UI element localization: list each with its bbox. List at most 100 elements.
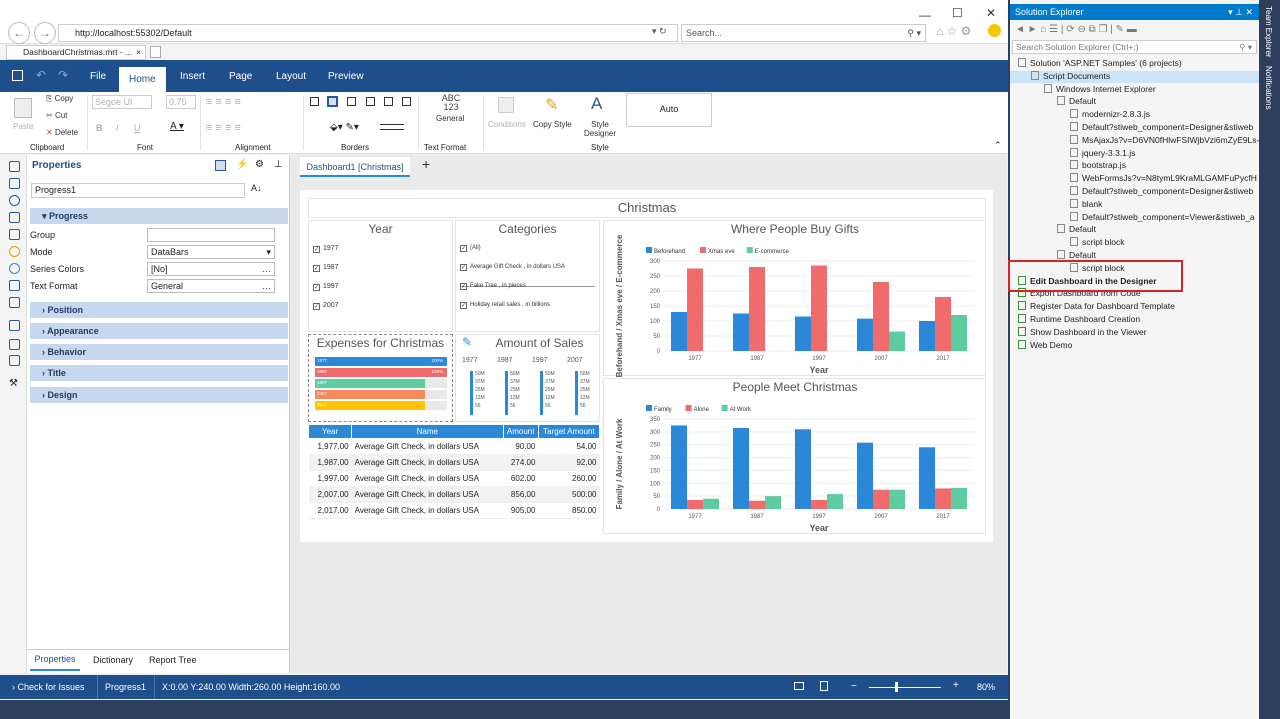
gauge-icon[interactable] (9, 195, 20, 206)
chart-bar[interactable] (733, 313, 749, 352)
zoom-slider-thumb[interactable] (895, 682, 898, 692)
chart-bar[interactable] (703, 498, 719, 509)
section-appearance[interactable]: › Appearance (30, 323, 288, 339)
tree-item[interactable]: MsAjaxJs?v=D6VN0fHlwFSIWjbVzi6mZyE9Ls-4 (1070, 134, 1264, 145)
italic-button[interactable]: I (116, 123, 119, 133)
where-people-buy-gifts-panel[interactable]: Where People Buy Gifts Beforehand Xmas eve… (603, 220, 986, 377)
tree-item[interactable]: Default?stiweb_component=Designer&stiweb (1070, 122, 1253, 132)
tree-item[interactable]: WebFormsJs?v=N8tymL9KraMLGAMFuPycfH (1070, 173, 1257, 183)
table-row[interactable]: 1,997.00 Average Gift Check, in dollars U… (308, 470, 600, 487)
properties-view-icon[interactable] (215, 160, 226, 171)
save-icon[interactable] (12, 70, 23, 81)
component-select[interactable]: Progress1 (31, 183, 245, 198)
tree-item[interactable]: script block (1070, 237, 1125, 247)
tab-report-tree[interactable]: Report Tree (149, 655, 197, 665)
underline-button[interactable]: U (134, 123, 141, 133)
tab-home[interactable]: Home (119, 67, 166, 92)
table-row[interactable]: 1,977.00 Average Gift Check, in dollars U… (308, 438, 600, 455)
delete-button[interactable]: ✕ Delete (46, 128, 79, 137)
progress-icon[interactable] (9, 246, 20, 257)
tree-item[interactable]: Show Dashboard in the Viewer (1018, 326, 1147, 337)
people-meet-christmas-panel[interactable]: People Meet Christmas Family Alone At Work 3… (603, 378, 986, 534)
table-header[interactable]: Name (351, 424, 504, 439)
dashboard-tab[interactable]: Dashboard1 [Christmas] (300, 157, 410, 177)
browser-tab[interactable]: DashboardChristmas.mrt - ... × (6, 45, 146, 60)
tab-insert[interactable]: Insert (180, 71, 206, 82)
chart-bar[interactable] (827, 494, 843, 509)
chart-bar[interactable] (857, 442, 873, 509)
fill-color-icon[interactable]: ⬙▾ ✎▾ (330, 122, 359, 133)
font-color-button[interactable]: A ▾ (170, 121, 184, 132)
tree-item[interactable]: Web Demo (1018, 339, 1072, 350)
chart-bar[interactable] (951, 315, 967, 351)
collapse-ribbon-icon[interactable]: ⌃ (994, 140, 1002, 150)
table-row[interactable]: 2,007.00 Average Gift Check, in dollars U… (308, 486, 600, 503)
tab-dictionary[interactable]: Dictionary (93, 655, 134, 665)
tab-page[interactable]: Page (229, 71, 253, 82)
tab-properties[interactable]: Properties (30, 649, 80, 671)
chart-bar[interactable] (733, 428, 749, 509)
tools-icon[interactable]: ⚒ (9, 378, 18, 389)
tree-item[interactable]: Export Dashboard from Code (1018, 288, 1141, 298)
tab-layout[interactable]: Layout (276, 71, 307, 82)
chart-bar[interactable] (919, 447, 935, 509)
font-size-select[interactable]: 0.75 (166, 95, 196, 109)
indicator-icon[interactable] (9, 229, 20, 240)
forward-icon[interactable]: → (34, 22, 56, 44)
chart-bar[interactable] (749, 500, 765, 509)
chart-bar[interactable] (811, 500, 827, 509)
cut-button[interactable]: ✂ Cut (46, 111, 68, 120)
tree-item[interactable]: Default?stiweb_component=Designer&stiweb (1070, 186, 1253, 196)
table-header[interactable]: Amount (502, 424, 539, 439)
chart-bar[interactable] (935, 488, 951, 509)
tree-item[interactable]: Default (1057, 96, 1096, 106)
categories-filter-panel[interactable]: Categories ✓ (All) ✓ Average Gift Check , i… (455, 220, 600, 332)
zoom-in-button[interactable]: + (953, 680, 959, 691)
back-icon[interactable]: ← (8, 22, 30, 44)
year-checkbox[interactable]: ✓ 1977 (313, 245, 339, 253)
year-checkbox[interactable]: ✓ 1987 (313, 264, 339, 272)
tree-item[interactable]: modernizr-2.8.3.js (1070, 109, 1150, 119)
tree-item[interactable]: Register Data for Dashboard Template (1018, 301, 1175, 311)
bold-button[interactable]: B (96, 123, 103, 133)
category-checkbox[interactable]: ✓ Holiday retail sales , in billions (460, 302, 550, 309)
team-explorer-tab[interactable]: Team Explorer (1264, 6, 1273, 58)
table-header[interactable]: Year (307, 424, 353, 439)
notifications-tab[interactable]: Notifications (1264, 66, 1273, 110)
tab-file[interactable]: File (90, 71, 107, 82)
zoom-slider[interactable] (869, 687, 941, 688)
shape-icon[interactable] (9, 339, 20, 350)
section-behavior[interactable]: › Behavior (30, 344, 288, 360)
chart-bar[interactable] (671, 312, 687, 351)
align-icons-top[interactable]: ≡ ≡ ≡ ≡ (206, 96, 241, 108)
border-left-icon[interactable] (347, 97, 356, 106)
gear-icon[interactable]: ⚙ (255, 159, 264, 170)
check-issues-button[interactable]: › Check for Issues (12, 682, 85, 692)
pin-icon[interactable]: ▾ ⊥ ✕ (1228, 7, 1253, 17)
pivot-icon[interactable] (9, 212, 20, 223)
table-icon[interactable] (9, 161, 20, 172)
border-top-icon[interactable] (384, 97, 393, 106)
chart-bar[interactable] (671, 425, 687, 509)
map-icon[interactable] (9, 263, 20, 274)
style-designer-button[interactable]: Style Designer (584, 120, 617, 138)
chart-bar[interactable] (919, 321, 935, 351)
category-checkbox[interactable]: ✓ Average Gift Check , in dollars USA (460, 264, 565, 271)
auto-style-gallery[interactable]: Auto (626, 93, 712, 127)
tree-item[interactable]: Windows Internet Explorer (1044, 83, 1156, 94)
year-checkbox[interactable]: ✓ 1997 (313, 283, 339, 291)
tab-preview[interactable]: Preview (328, 71, 364, 82)
chart-bar[interactable] (873, 282, 889, 351)
close-window-icon[interactable]: ✕ (986, 6, 997, 20)
events-icon[interactable]: ⚡ (236, 159, 249, 170)
chart-bar[interactable] (889, 331, 905, 352)
text-icon[interactable] (9, 280, 20, 291)
text-format-button[interactable]: General (436, 114, 465, 123)
tree-item[interactable]: Default?stiweb_component=Viewer&stiweb_a (1070, 211, 1255, 222)
tree-item[interactable]: blank (1070, 198, 1102, 209)
sort-icon[interactable]: A↓ (251, 183, 262, 193)
copy-button[interactable]: ⎘ Copy (46, 94, 74, 103)
text-format-field[interactable]: General… (147, 279, 275, 293)
year-checkbox[interactable]: ✓ 2007 (313, 302, 339, 310)
chart-bar[interactable] (687, 500, 703, 509)
